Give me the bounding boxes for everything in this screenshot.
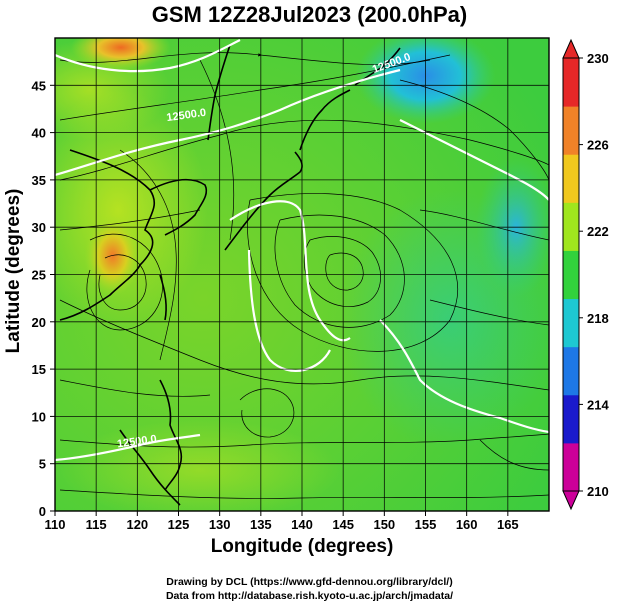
x-tick-label: 135 [250, 517, 272, 532]
x-tick-label: 125 [168, 517, 190, 532]
y-tick-label: 35 [32, 173, 46, 188]
y-tick-label: 5 [39, 457, 46, 472]
x-tick-label: 155 [415, 517, 437, 532]
colorbar-tick-label: 218 [587, 311, 609, 326]
streamlines [59, 52, 549, 499]
contour-label: 12500.0 [116, 433, 157, 450]
colorbar-segment [563, 346, 579, 396]
x-tick-label: 145 [332, 517, 354, 532]
x-tick-label: 130 [209, 517, 231, 532]
colorbar-tick-label: 222 [587, 224, 609, 239]
y-tick-label: 40 [32, 126, 46, 141]
y-tick-label: 20 [32, 315, 46, 330]
y-tick-label: 30 [32, 220, 46, 235]
colorbar-bottom-triangle [562, 490, 580, 511]
contour-lines [55, 39, 549, 462]
grid-lines [55, 38, 549, 511]
y-tick-label: 10 [32, 409, 46, 424]
colorbar-frame [562, 57, 580, 492]
colorbar-segment [563, 154, 579, 203]
colorbar: 210 214 218 222 226 230 [562, 38, 609, 511]
colorbar-tick-label: 230 [587, 51, 609, 66]
credit-data-source: Data from http://database.rish.kyoto-u.a… [165, 590, 454, 602]
y-tick-label: 15 [32, 362, 46, 377]
colorbar-segment [563, 58, 579, 107]
contour-label: 12500.0 [166, 107, 207, 124]
colorbar-segment [563, 106, 579, 155]
y-tick-label: 0 [39, 504, 46, 519]
colorbar-tick-label: 210 [587, 484, 609, 499]
y-tick-label: 45 [32, 78, 46, 93]
warm-max-north [70, 38, 171, 70]
x-tick-label: 140 [291, 517, 313, 532]
colorbar-top-triangle [562, 38, 580, 59]
y-tick-label: 25 [32, 268, 46, 283]
colorbar-segment [563, 442, 579, 492]
colorbar-segment [563, 298, 579, 348]
plot-title: GSM 12Z28Jul2023 (200.0hPa) [151, 2, 468, 27]
x-tick-label: 165 [497, 517, 519, 532]
colorbar-tick-label: 226 [587, 138, 609, 153]
colorbar-tick-label: 214 [587, 397, 609, 412]
x-tick-label: 160 [456, 517, 478, 532]
y-axis: 0 5 10 15 20 25 30 35 40 45 [32, 78, 55, 519]
colorbar-segment [563, 250, 579, 300]
colorbar-segment [563, 202, 579, 251]
x-tick-label: 150 [373, 517, 395, 532]
x-tick-label: 115 [86, 517, 107, 532]
coastlines [59, 44, 401, 506]
colorbar-segment [563, 394, 579, 444]
x-axis-label: Longitude (degrees) [210, 536, 394, 557]
x-axis: 110 115 120 125 130 135 140 145 150 155 160 165 [45, 511, 519, 532]
credit-dcl: Drawing by DCL (https://www.gfd-dennou.o… [166, 576, 453, 588]
x-tick-label: 110 [45, 517, 66, 532]
x-tick-label: 120 [126, 517, 148, 532]
y-axis-label: Latitude (degrees) [3, 188, 24, 354]
